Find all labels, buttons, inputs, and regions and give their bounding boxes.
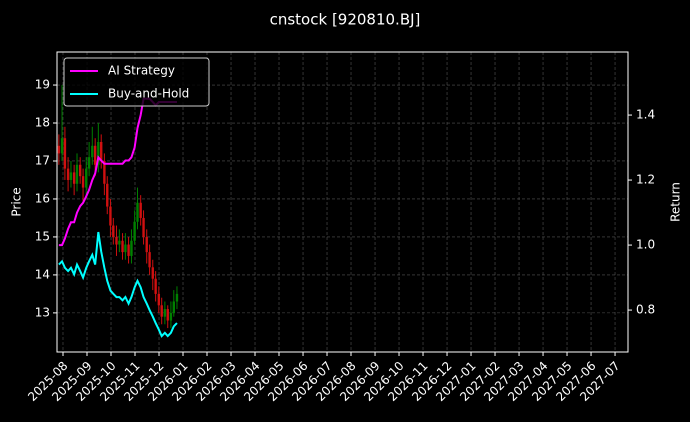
candle-body	[130, 240, 133, 256]
candle-body	[87, 157, 91, 169]
candle-body	[139, 202, 142, 218]
candle-body	[100, 142, 103, 161]
legend: AI Strategy Buy-and-Hold	[63, 57, 210, 107]
y2-tick-label: 1.0	[636, 238, 655, 252]
candle-body	[163, 309, 167, 317]
y-tick-label: 14	[35, 267, 50, 281]
y-axis-label: Price	[10, 187, 24, 216]
candle-body	[145, 236, 148, 253]
y-tick-label: 18	[35, 116, 50, 130]
candle-body	[175, 293, 179, 302]
candle-body	[154, 278, 157, 294]
candle-body	[85, 168, 88, 188]
candle-body	[133, 221, 136, 241]
candle-body	[106, 183, 109, 207]
candle-body	[78, 164, 82, 177]
candle-body	[166, 309, 169, 321]
y-tick-label: 17	[35, 153, 50, 167]
chart-title: cnstock [920810.BJ]	[270, 11, 421, 29]
candle-body	[136, 202, 139, 222]
y-tick-label: 15	[35, 229, 50, 243]
y-tick-label: 19	[35, 78, 50, 92]
candle-body	[63, 138, 67, 169]
candle-body	[148, 252, 151, 268]
candle-body	[172, 301, 175, 313]
candle-body	[103, 160, 106, 184]
candle-body	[81, 176, 85, 188]
candle-body	[160, 305, 163, 317]
candle-body	[97, 142, 100, 165]
legend-label: Buy-and-Hold	[108, 87, 189, 101]
y-tick-label: 16	[35, 191, 50, 205]
candle-body	[124, 244, 127, 253]
y2-axis-label: Return	[669, 182, 683, 222]
candle-body	[151, 267, 154, 279]
candle-body	[127, 244, 130, 256]
candle-body	[112, 225, 115, 237]
candle-body	[69, 172, 73, 180]
candle-body	[109, 206, 112, 226]
candle-body	[72, 172, 76, 184]
y2-tick-label: 0.8	[636, 303, 655, 317]
y-tick-label: 13	[35, 305, 50, 319]
candle-body	[93, 145, 97, 165]
plot-frame	[56, 51, 629, 353]
candle-body	[115, 236, 118, 245]
y2-tick-label: 1.2	[636, 173, 655, 187]
y2-tick-label: 1.4	[636, 108, 655, 122]
candle-body	[169, 312, 173, 321]
candle-body	[121, 240, 124, 253]
candle-body	[157, 293, 161, 306]
candle-body	[91, 145, 94, 158]
legend-box	[63, 57, 210, 107]
candle-body	[75, 164, 79, 184]
candle-body	[66, 168, 70, 180]
candle-body	[118, 240, 121, 245]
return-line	[58, 231, 178, 338]
candle-body	[142, 217, 145, 237]
candle-body	[57, 145, 61, 154]
legend-label: AI Strategy	[108, 64, 175, 78]
candle-body	[60, 138, 64, 154]
